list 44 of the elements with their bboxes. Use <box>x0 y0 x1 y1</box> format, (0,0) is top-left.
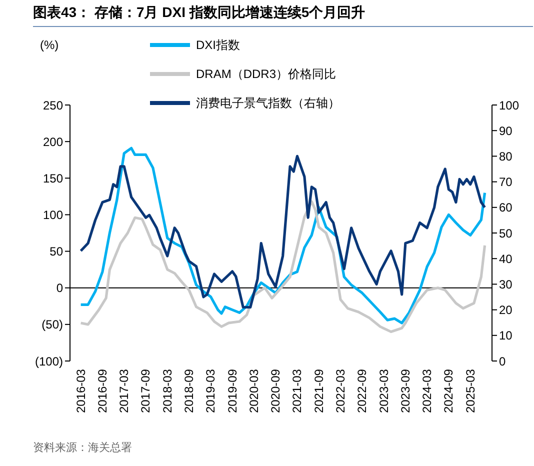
x-tick-label: 2021-03 <box>290 368 304 414</box>
y-tick-label: 100 <box>42 208 64 222</box>
x-tick-label: 2018-09 <box>182 368 196 414</box>
y-tick-label: 0 <box>56 281 64 296</box>
x-tick-label: 2019-03 <box>204 368 218 414</box>
y-tick-label: (50) <box>42 318 63 332</box>
text: (%) <box>40 38 59 52</box>
legend-label: DRAM（DDR3）价格同比 <box>196 66 336 83</box>
x-tick-label: 2020-09 <box>268 368 283 414</box>
y2-tick-label: 20 <box>499 303 513 318</box>
y2-tick-label: 80 <box>499 149 513 164</box>
y-tick-label: (100) <box>34 354 63 368</box>
y2-tick-label: 30 <box>499 277 513 292</box>
x-tick-label: 2017-03 <box>117 368 132 414</box>
x-tick-label: 2023-09 <box>398 368 412 414</box>
x-tick-label: 2018-03 <box>160 368 174 414</box>
x-tick-label: 2019-09 <box>225 368 240 414</box>
x-tick-label: 2022-09 <box>355 368 370 414</box>
x-tick-label: 2016-09 <box>95 368 110 414</box>
x-tick-label: 2023-03 <box>376 368 391 414</box>
x-tick-label: 2024-03 <box>420 368 434 414</box>
y2-tick-label: 10 <box>499 328 513 343</box>
x-tick-label: 2017-09 <box>138 368 153 414</box>
legend-label: DXI指数 <box>196 37 240 54</box>
y-tick-label: 150 <box>42 171 64 186</box>
x-tick-label: 2021-09 <box>312 368 326 414</box>
x-tick-label: 2022-03 <box>334 368 348 414</box>
x-tick-label: 2020-03 <box>246 368 261 414</box>
x-tick-label: 2016-03 <box>74 368 88 414</box>
y2-tick-label: 0 <box>499 354 506 368</box>
y2-tick-label: 70 <box>499 175 513 190</box>
y2-tick-label: 40 <box>499 252 513 266</box>
y2-tick-label: 90 <box>499 124 513 138</box>
y-tick-label: 200 <box>42 134 64 149</box>
y-tick-label: 50 <box>50 244 64 259</box>
y-tick-label: 250 <box>42 98 64 112</box>
x-tick-label: 2025-03 <box>463 368 478 414</box>
chart-title: 图表43： 存储：7月 DXI 指数同比增速连续5个月回升 <box>33 4 533 27</box>
legend-label: 消费电子景气指数（右轴） <box>196 95 340 112</box>
y2-tick-label: 100 <box>499 98 520 112</box>
text: 资料来源：海关总署 <box>33 440 132 455</box>
y2-tick-label: 50 <box>499 226 513 240</box>
y2-tick-label: 60 <box>499 200 513 215</box>
x-tick-label: 2024-09 <box>442 368 456 414</box>
